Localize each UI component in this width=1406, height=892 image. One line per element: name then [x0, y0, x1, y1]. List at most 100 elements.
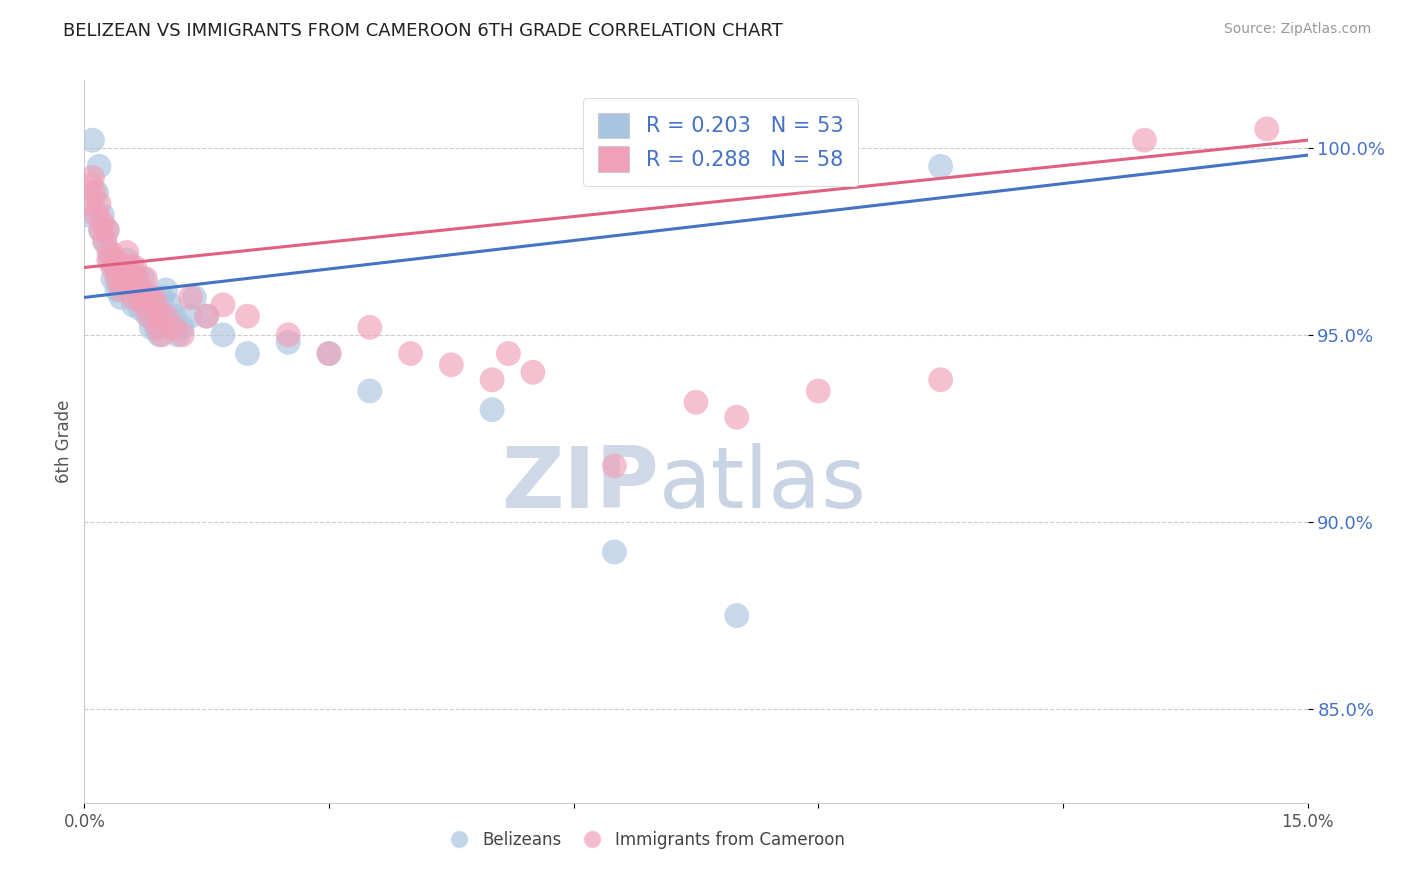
Point [127, 290, 149, 304]
Point [93, 234, 115, 248]
Point [91, 215, 114, 229]
Point [112, 279, 135, 293]
Text: Source: ZipAtlas.com: Source: ZipAtlas.com [1223, 22, 1371, 37]
Point [105, 271, 128, 285]
Point [172, 327, 194, 342]
Point [83, 186, 105, 200]
Point [90, 223, 112, 237]
Point [86, 208, 108, 222]
Point [77, 196, 100, 211]
Point [136, 309, 159, 323]
Point [121, 283, 143, 297]
Point [77, 208, 100, 222]
Point [105, 283, 128, 297]
Point [97, 252, 120, 267]
Point [212, 298, 235, 312]
Point [277, 327, 299, 342]
Point [101, 271, 124, 285]
Point [141, 320, 163, 334]
Point [101, 260, 124, 275]
Point [150, 290, 173, 304]
Point [148, 327, 170, 342]
Point [132, 271, 155, 285]
Point [603, 545, 626, 559]
Point [212, 327, 235, 342]
Point [145, 320, 167, 334]
Point [115, 245, 138, 260]
Point [179, 290, 201, 304]
Point [87, 160, 110, 174]
Point [128, 301, 150, 316]
Point [399, 346, 422, 360]
Point [93, 234, 115, 248]
Point [277, 335, 299, 350]
Point [131, 290, 153, 304]
Point [96, 223, 118, 237]
Point [359, 320, 381, 334]
Point [146, 309, 169, 323]
Point [135, 271, 157, 285]
Legend: Belizeans, Immigrants from Cameroon: Belizeans, Immigrants from Cameroon [443, 824, 852, 856]
Point [107, 271, 129, 285]
Point [110, 283, 132, 297]
Point [128, 283, 150, 297]
Point [725, 608, 748, 623]
Point [131, 283, 153, 297]
Point [127, 271, 149, 285]
Point [725, 410, 748, 425]
Point [142, 290, 165, 304]
Point [107, 260, 129, 275]
Point [96, 223, 118, 237]
Point [929, 160, 952, 174]
Point [110, 290, 132, 304]
Point [138, 309, 160, 323]
Text: ZIP: ZIP [502, 443, 659, 526]
Point [124, 260, 146, 275]
Point [359, 384, 381, 398]
Point [163, 309, 186, 323]
Point [91, 208, 114, 222]
Text: BELIZEAN VS IMMIGRANTS FROM CAMEROON 6TH GRADE CORRELATION CHART: BELIZEAN VS IMMIGRANTS FROM CAMEROON 6TH… [63, 22, 783, 40]
Point [90, 223, 112, 237]
Point [136, 290, 159, 304]
Point [135, 290, 157, 304]
Point [142, 309, 165, 323]
Point [159, 298, 181, 312]
Point [146, 320, 169, 334]
Point [150, 327, 173, 342]
Point [122, 290, 145, 304]
Point [498, 346, 520, 360]
Point [163, 320, 186, 334]
Point [132, 298, 155, 312]
Point [603, 458, 626, 473]
Point [104, 260, 127, 275]
Point [481, 402, 503, 417]
Point [100, 245, 122, 260]
Point [236, 309, 259, 323]
Point [1133, 133, 1156, 147]
Point [1256, 122, 1278, 136]
Point [118, 271, 141, 285]
Point [155, 309, 177, 323]
Point [138, 298, 160, 312]
Point [167, 327, 190, 342]
Point [100, 252, 122, 267]
Point [112, 271, 135, 285]
Point [97, 245, 120, 260]
Point [121, 260, 143, 275]
Point [118, 271, 141, 285]
Point [155, 283, 177, 297]
Point [318, 346, 340, 360]
Text: atlas: atlas [659, 443, 868, 526]
Point [179, 309, 201, 323]
Point [183, 290, 205, 304]
Point [172, 320, 194, 334]
Y-axis label: 6th Grade: 6th Grade [55, 400, 73, 483]
Point [124, 271, 146, 285]
Point [522, 365, 544, 379]
Point [82, 170, 104, 185]
Point [145, 298, 167, 312]
Point [807, 384, 830, 398]
Point [86, 186, 108, 200]
Point [153, 309, 176, 323]
